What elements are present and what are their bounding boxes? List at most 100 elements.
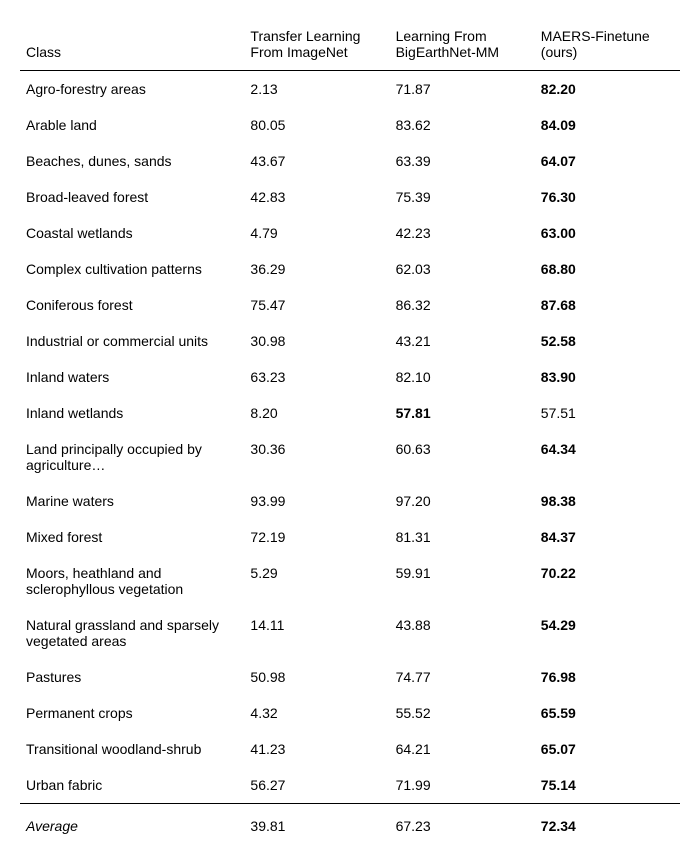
- value-cell: 2.13: [244, 71, 389, 108]
- table-row: Beaches, dunes, sands43.6763.3964.07: [20, 143, 680, 179]
- value-cell: 97.20: [390, 483, 535, 519]
- value-cell: 36.29: [244, 251, 389, 287]
- value-cell: 75.14: [535, 767, 680, 804]
- table-row: Transitional woodland-shrub41.2364.2165.…: [20, 731, 680, 767]
- value-cell: 86.32: [390, 287, 535, 323]
- value-cell: 76.98: [535, 659, 680, 695]
- class-cell: Arable land: [20, 107, 244, 143]
- class-cell: Inland wetlands: [20, 395, 244, 431]
- value-cell: 64.34: [535, 431, 680, 483]
- value-cell: 87.68: [535, 287, 680, 323]
- value-cell: 65.59: [535, 695, 680, 731]
- class-cell: Transitional woodland-shrub: [20, 731, 244, 767]
- value-cell: 14.11: [244, 607, 389, 659]
- average-v2: 67.23: [390, 804, 535, 845]
- value-cell: 55.52: [390, 695, 535, 731]
- value-cell: 84.37: [535, 519, 680, 555]
- table-row: Urban fabric56.2771.9975.14: [20, 767, 680, 804]
- value-cell: 60.63: [390, 431, 535, 483]
- value-cell: 83.62: [390, 107, 535, 143]
- value-cell: 57.51: [535, 395, 680, 431]
- table-row: Marine waters93.9997.2098.38: [20, 483, 680, 519]
- average-label: Average: [20, 804, 244, 845]
- value-cell: 70.22: [535, 555, 680, 607]
- class-cell: Coniferous forest: [20, 287, 244, 323]
- table-row: Natural grassland and sparsely vegetated…: [20, 607, 680, 659]
- value-cell: 43.21: [390, 323, 535, 359]
- value-cell: 42.83: [244, 179, 389, 215]
- table-row: Inland waters63.2382.1083.90: [20, 359, 680, 395]
- value-cell: 82.10: [390, 359, 535, 395]
- table-row: Permanent crops4.3255.5265.59: [20, 695, 680, 731]
- value-cell: 42.23: [390, 215, 535, 251]
- value-cell: 57.81: [390, 395, 535, 431]
- class-cell: Mixed forest: [20, 519, 244, 555]
- value-cell: 56.27: [244, 767, 389, 804]
- results-table: Class Transfer Learning From ImageNet Le…: [20, 20, 680, 844]
- table-row: Broad-leaved forest42.8375.3976.30: [20, 179, 680, 215]
- value-cell: 4.32: [244, 695, 389, 731]
- table-row: Land principally occupied by agriculture…: [20, 431, 680, 483]
- class-cell: Beaches, dunes, sands: [20, 143, 244, 179]
- class-cell: Complex cultivation patterns: [20, 251, 244, 287]
- value-cell: 41.23: [244, 731, 389, 767]
- average-v1: 39.81: [244, 804, 389, 845]
- header-class: Class: [20, 20, 244, 71]
- average-v3: 72.34: [535, 804, 680, 845]
- value-cell: 43.67: [244, 143, 389, 179]
- class-cell: Industrial or commercial units: [20, 323, 244, 359]
- value-cell: 81.31: [390, 519, 535, 555]
- class-cell: Natural grassland and sparsely vegetated…: [20, 607, 244, 659]
- value-cell: 62.03: [390, 251, 535, 287]
- value-cell: 52.58: [535, 323, 680, 359]
- value-cell: 43.88: [390, 607, 535, 659]
- class-cell: Agro-forestry areas: [20, 71, 244, 108]
- class-cell: Coastal wetlands: [20, 215, 244, 251]
- value-cell: 75.39: [390, 179, 535, 215]
- table-row: Complex cultivation patterns36.2962.0368…: [20, 251, 680, 287]
- table-row: Industrial or commercial units30.9843.21…: [20, 323, 680, 359]
- value-cell: 54.29: [535, 607, 680, 659]
- table-row: Moors, heathland and sclerophyllous vege…: [20, 555, 680, 607]
- value-cell: 64.21: [390, 731, 535, 767]
- value-cell: 65.07: [535, 731, 680, 767]
- value-cell: 75.47: [244, 287, 389, 323]
- value-cell: 71.87: [390, 71, 535, 108]
- value-cell: 63.39: [390, 143, 535, 179]
- value-cell: 59.91: [390, 555, 535, 607]
- value-cell: 71.99: [390, 767, 535, 804]
- class-cell: Land principally occupied by agriculture…: [20, 431, 244, 483]
- value-cell: 68.80: [535, 251, 680, 287]
- header-row: Class Transfer Learning From ImageNet Le…: [20, 20, 680, 71]
- value-cell: 98.38: [535, 483, 680, 519]
- value-cell: 64.07: [535, 143, 680, 179]
- table-row: Coastal wetlands4.7942.2363.00: [20, 215, 680, 251]
- table-row: Pastures50.9874.7776.98: [20, 659, 680, 695]
- class-cell: Inland waters: [20, 359, 244, 395]
- value-cell: 50.98: [244, 659, 389, 695]
- class-cell: Pastures: [20, 659, 244, 695]
- table-row: Arable land80.0583.6284.09: [20, 107, 680, 143]
- class-cell: Permanent crops: [20, 695, 244, 731]
- value-cell: 30.36: [244, 431, 389, 483]
- value-cell: 5.29: [244, 555, 389, 607]
- value-cell: 4.79: [244, 215, 389, 251]
- value-cell: 80.05: [244, 107, 389, 143]
- value-cell: 63.00: [535, 215, 680, 251]
- value-cell: 82.20: [535, 71, 680, 108]
- table-row: Inland wetlands8.2057.8157.51: [20, 395, 680, 431]
- value-cell: 30.98: [244, 323, 389, 359]
- class-cell: Broad-leaved forest: [20, 179, 244, 215]
- value-cell: 63.23: [244, 359, 389, 395]
- table-row: Coniferous forest75.4786.3287.68: [20, 287, 680, 323]
- value-cell: 72.19: [244, 519, 389, 555]
- value-cell: 76.30: [535, 179, 680, 215]
- value-cell: 93.99: [244, 483, 389, 519]
- table-row: Agro-forestry areas2.1371.8782.20: [20, 71, 680, 108]
- header-col2: Learning From BigEarthNet-MM: [390, 20, 535, 71]
- table-row: Mixed forest72.1981.3184.37: [20, 519, 680, 555]
- header-col3: MAERS-Finetune (ours): [535, 20, 680, 71]
- average-row: Average39.8167.2372.34: [20, 804, 680, 845]
- value-cell: 84.09: [535, 107, 680, 143]
- class-cell: Marine waters: [20, 483, 244, 519]
